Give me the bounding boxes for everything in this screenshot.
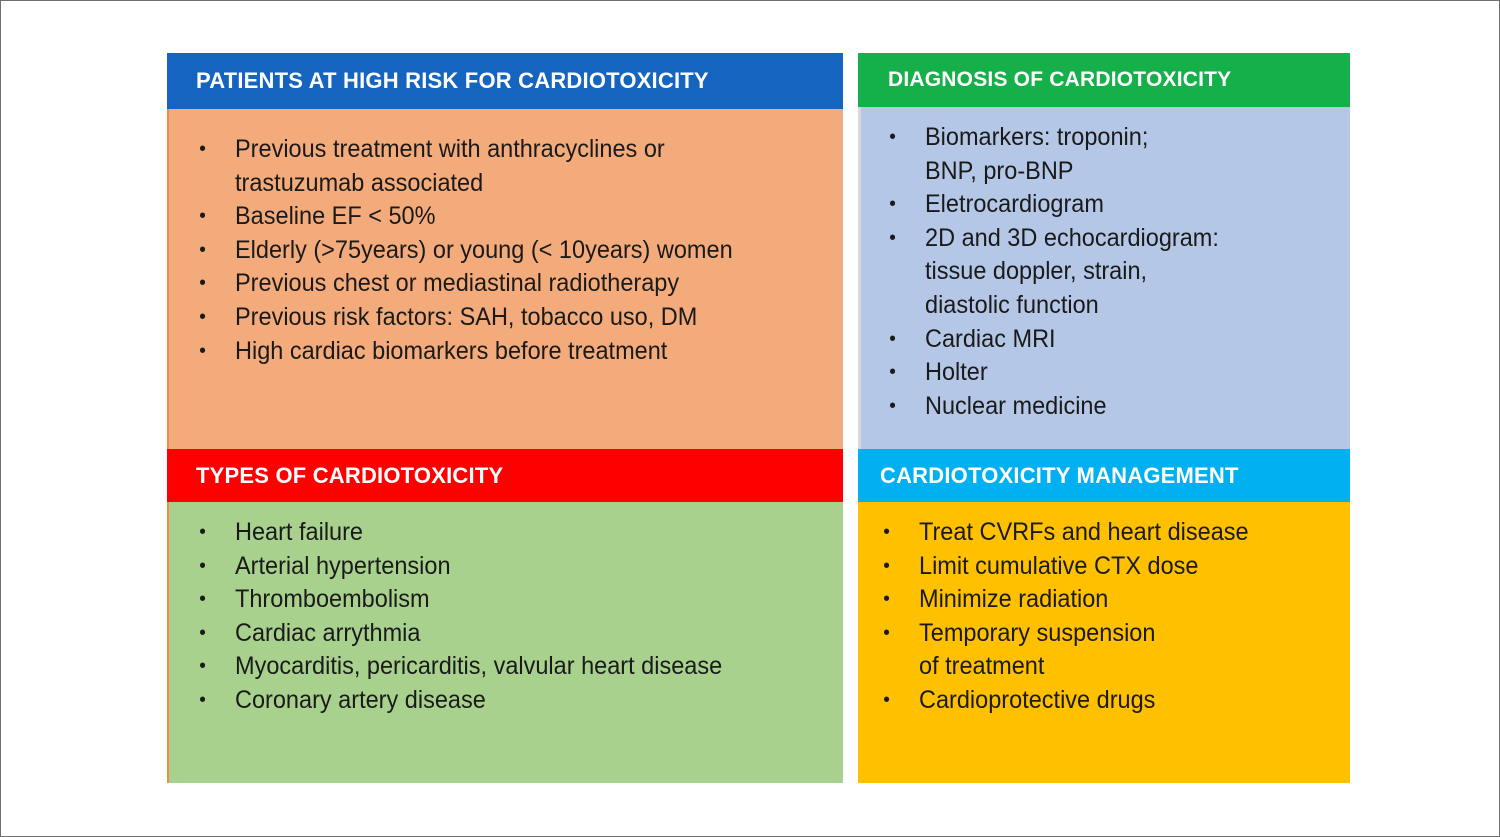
bullet-icon: • — [883, 621, 890, 644]
bullet-icon: • — [199, 588, 206, 611]
list-item: • Previous chest or mediastinal radiother… — [199, 267, 733, 301]
list-item: • 2D and 3D echocardiogram: — [889, 222, 1219, 256]
bullet-icon: • — [199, 339, 206, 362]
list-item: • Cardiac MRI — [889, 323, 1219, 357]
list-item-continuation: BNP, pro-BNP — [925, 155, 1219, 189]
list-item-text: 2D and 3D echocardiogram: — [925, 223, 1219, 252]
list-item-text: Minimize radiation — [919, 585, 1109, 614]
bullet-icon: • — [889, 126, 896, 148]
management-body: • Treat CVRFs and heart disease • Limit cu… — [858, 502, 1350, 783]
list-item-text: Coronary artery disease — [235, 685, 486, 714]
list-item-continuation: trastuzumab associated — [235, 167, 733, 201]
list-item: • Arterial hypertension — [199, 550, 722, 584]
types-body: • Heart failure • Arterial hypertension • T… — [167, 502, 843, 783]
types-list: • Heart failure • Arterial hypertension • T… — [199, 516, 753, 718]
list-item: • Minimize radiation — [883, 583, 1249, 617]
high-risk-patients-panel: PATIENTS AT HIGH RISK FOR CARDIOTOXICITY… — [167, 53, 843, 451]
bullet-icon: • — [199, 305, 206, 328]
list-item: • Biomarkers: troponin; — [889, 121, 1219, 155]
list-item-text: Previous treatment with anthracyclines o… — [235, 135, 665, 163]
list-item: • Eletrocardiogram — [889, 188, 1219, 222]
list-item: • Baseline EF < 50% — [199, 200, 733, 234]
bullet-icon: • — [199, 138, 206, 160]
diagnosis-list: • Biomarkers: troponin; BNP, pro-BNP • Ele… — [889, 121, 1238, 424]
list-item: • Thromboembolism — [199, 583, 722, 617]
list-item: • Previous treatment with anthracyclines … — [199, 133, 733, 167]
list-item-continuation: diastolic function — [925, 289, 1219, 323]
list-item-text: Previous risk factors: SAH, tobacco uso,… — [235, 302, 698, 331]
list-item-text: Elderly (>75years) or young (< 10years) … — [235, 235, 733, 264]
management-title: CARDIOTOXICITY MANAGEMENT — [858, 449, 1350, 502]
management-list: • Treat CVRFs and heart disease • Limit cu… — [883, 516, 1270, 718]
high-risk-patients-list: • Previous treatment with anthracyclines … — [199, 133, 764, 369]
list-item-text: Holter — [925, 358, 988, 387]
list-item-text: Biomarkers: troponin; — [925, 123, 1149, 151]
list-item: • Elderly (>75years) or young (< 10years)… — [199, 234, 733, 268]
bullet-icon: • — [883, 688, 890, 711]
bullet-icon: • — [199, 655, 206, 678]
list-item: • Cardiac arrythmia — [199, 617, 722, 651]
list-item-continuation: of treatment — [919, 650, 1249, 684]
list-item-text: Cardioprotective drugs — [919, 685, 1156, 714]
list-item: • Coronary artery disease — [199, 684, 722, 718]
list-item-text: diastolic function — [925, 290, 1099, 319]
list-item: • Limit cumulative CTX dose — [883, 550, 1249, 584]
list-item: • Previous risk factors: SAH, tobacco uso… — [199, 301, 733, 335]
high-risk-patients-body: • Previous treatment with anthracyclines … — [167, 109, 843, 451]
list-item-text: Cardiac MRI — [925, 324, 1056, 353]
list-item-text: Temporary suspension — [919, 618, 1156, 647]
bullet-icon: • — [199, 238, 206, 261]
list-item-text: Nuclear medicine — [925, 391, 1107, 420]
list-item-text: Treat CVRFs and heart disease — [919, 518, 1249, 546]
list-item-text: Thromboembolism — [235, 585, 430, 614]
bullet-icon: • — [199, 205, 206, 228]
high-risk-patients-title: PATIENTS AT HIGH RISK FOR CARDIOTOXICITY — [167, 53, 843, 109]
list-item-text: Heart failure — [235, 518, 364, 546]
list-item-text: trastuzumab associated — [235, 168, 484, 197]
list-item-text: Myocarditis, pericarditis, valvular hear… — [235, 652, 723, 681]
bullet-icon: • — [889, 226, 896, 249]
list-item-text: of treatment — [919, 652, 1045, 681]
bullet-icon: • — [199, 554, 206, 577]
list-item-text: Eletrocardiogram — [925, 190, 1104, 219]
list-item-text: BNP, pro-BNP — [925, 156, 1074, 185]
bullet-icon: • — [199, 521, 206, 543]
bullet-icon: • — [883, 521, 890, 543]
list-item: • Treat CVRFs and heart disease — [883, 516, 1249, 550]
list-item-text: tissue doppler, strain, — [925, 257, 1148, 286]
list-item: • Cardioprotective drugs — [883, 684, 1249, 718]
bullet-icon: • — [889, 327, 896, 350]
list-item: • Nuclear medicine — [889, 390, 1219, 424]
bullet-icon: • — [889, 361, 896, 384]
list-item-text: Cardiac arrythmia — [235, 618, 421, 647]
bullet-icon: • — [889, 394, 896, 417]
list-item-continuation: tissue doppler, strain, — [925, 255, 1219, 289]
list-item-text: Arterial hypertension — [235, 551, 451, 580]
bullet-icon: • — [883, 554, 890, 577]
list-item: • Heart failure — [199, 516, 722, 550]
list-item: • Myocarditis, pericarditis, valvular hea… — [199, 650, 723, 684]
bullet-icon: • — [199, 688, 206, 711]
list-item-text: Previous chest or mediastinal radiothera… — [235, 269, 680, 298]
list-item: • High cardiac biomarkers before treatmen… — [199, 335, 733, 369]
list-item-text: Baseline EF < 50% — [235, 202, 436, 231]
diagnosis-panel: DIAGNOSIS OF CARDIOTOXICITY • Biomarkers:… — [858, 53, 1350, 451]
bullet-icon: • — [883, 588, 890, 611]
types-panel: TYPES OF CARDIOTOXICITY • Heart failure •… — [167, 449, 843, 783]
list-item-text: Limit cumulative CTX dose — [919, 551, 1199, 580]
bullet-icon: • — [889, 193, 896, 216]
management-panel: CARDIOTOXICITY MANAGEMENT • Treat CVRFs a… — [858, 449, 1350, 783]
list-item: • Holter — [889, 356, 1219, 390]
types-title: TYPES OF CARDIOTOXICITY — [167, 449, 843, 502]
diagnosis-body: • Biomarkers: troponin; BNP, pro-BNP • Ele… — [858, 107, 1350, 451]
bullet-icon: • — [199, 272, 206, 295]
bullet-icon: • — [199, 621, 206, 644]
diagnosis-title: DIAGNOSIS OF CARDIOTOXICITY — [858, 53, 1350, 107]
list-item: • Temporary suspension — [883, 617, 1249, 651]
list-item-text: High cardiac biomarkers before treatment — [235, 336, 668, 365]
